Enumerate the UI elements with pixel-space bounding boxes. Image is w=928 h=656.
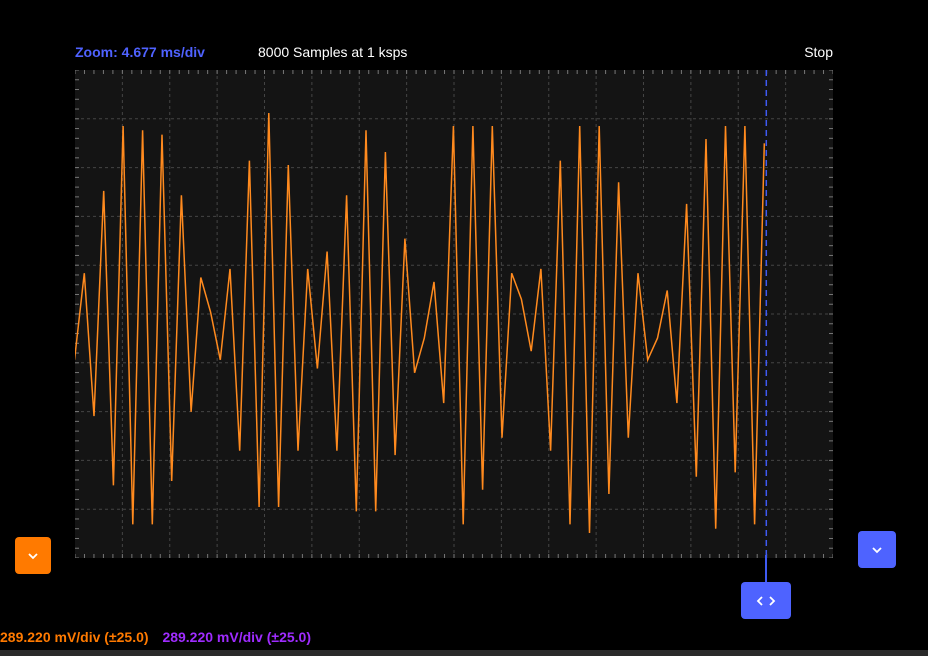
scope-header: Zoom: 4.677 ms/div 8000 Samples at 1 ksp… xyxy=(75,44,833,64)
timebase-menu-button[interactable] xyxy=(858,531,896,568)
scope-canvas xyxy=(75,70,833,558)
chevron-down-icon xyxy=(28,552,38,559)
trigger-position-button[interactable] xyxy=(741,582,791,619)
channel-scale-status: 289.220 mV/div (±25.0) 289.220 mV/div (±… xyxy=(0,629,311,645)
channel-1-menu-button[interactable] xyxy=(15,537,51,574)
oscilloscope-plot[interactable] xyxy=(75,70,833,558)
channel-2-scale[interactable]: 289.220 mV/div (±25.0) xyxy=(162,629,311,645)
waveform-trace xyxy=(75,112,766,534)
scope-grid xyxy=(75,70,833,558)
left-right-arrows-icon xyxy=(756,595,776,606)
bottom-strip xyxy=(0,650,928,656)
chevron-down-icon xyxy=(872,546,882,553)
samples-label: 8000 Samples at 1 ksps xyxy=(258,44,408,60)
zoom-label: Zoom: 4.677 ms/div xyxy=(75,44,205,60)
acquisition-status[interactable]: Stop xyxy=(804,44,833,60)
trigger-handle-line xyxy=(765,555,767,583)
channel-1-scale[interactable]: 289.220 mV/div (±25.0) xyxy=(0,629,149,645)
